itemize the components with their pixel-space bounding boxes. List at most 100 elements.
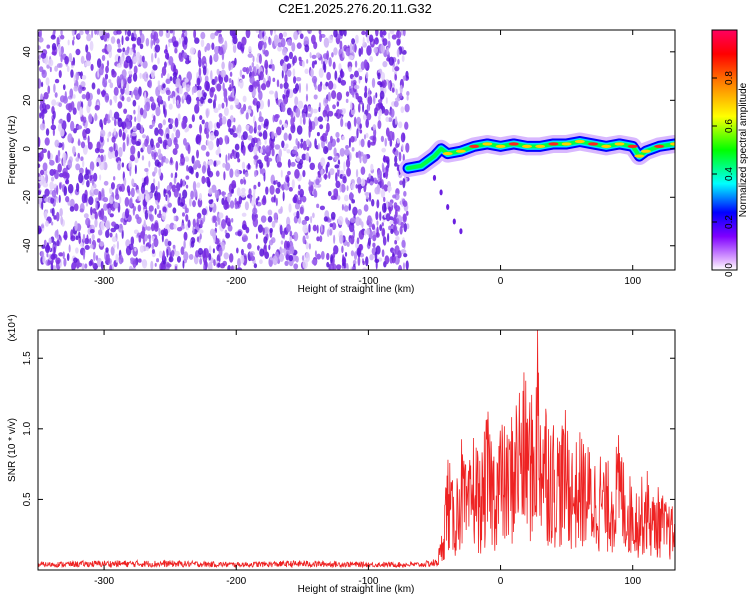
noise-speck — [49, 159, 55, 166]
noise-speck — [187, 219, 191, 229]
noise-speck — [301, 255, 305, 261]
noise-speck — [380, 179, 384, 190]
noise-speck — [109, 213, 114, 218]
noise-speck — [174, 47, 178, 54]
noise-speck — [79, 30, 84, 36]
noise-speck — [132, 72, 138, 82]
noise-speck — [286, 216, 291, 227]
signal-trace — [399, 132, 675, 235]
noise-speck — [176, 99, 180, 106]
noise-speck — [80, 55, 85, 65]
noise-speck — [208, 140, 214, 151]
noise-speck — [253, 184, 257, 190]
noise-speck — [67, 183, 74, 194]
noise-speck — [56, 240, 60, 247]
noise-speck — [268, 90, 274, 95]
noise-speck — [95, 202, 98, 211]
noise-speck — [383, 196, 386, 203]
noise-speck — [132, 207, 136, 216]
noise-speck — [173, 223, 177, 230]
noise-speck — [205, 132, 210, 139]
noise-speck — [333, 47, 338, 56]
noise-speck — [38, 176, 44, 181]
noise-speck — [358, 139, 362, 146]
noise-speck — [357, 248, 361, 258]
noise-speck — [142, 142, 145, 151]
noise-speck — [52, 110, 56, 120]
noise-speck — [72, 39, 75, 46]
noise-speck — [231, 218, 234, 223]
noise-speck — [244, 171, 249, 178]
noise-speck — [51, 43, 57, 51]
noise-speck — [321, 132, 327, 142]
noise-speck — [182, 52, 188, 59]
noise-speck — [214, 94, 217, 102]
noise-speck — [342, 258, 346, 263]
noise-speck — [180, 178, 183, 187]
noise-speck — [231, 179, 237, 189]
noise-speck — [328, 35, 334, 44]
noise-speck — [210, 32, 216, 40]
noise-speck — [365, 256, 369, 267]
noise-speck — [153, 115, 156, 122]
noise-speck — [379, 90, 385, 100]
noise-speck — [351, 147, 355, 152]
noise-speck — [224, 135, 229, 145]
noise-speck — [70, 101, 75, 111]
noise-speck — [224, 200, 227, 206]
noise-speck — [85, 60, 91, 67]
noise-speck — [335, 264, 342, 270]
noise-speck — [240, 248, 244, 256]
noise-speck — [96, 238, 101, 243]
noise-speck — [343, 30, 347, 37]
noise-speck — [85, 51, 92, 62]
noise-speck — [122, 47, 126, 53]
noise-speck — [172, 148, 178, 155]
noise-speck — [238, 131, 241, 139]
noise-speck — [247, 135, 253, 141]
noise-speck — [208, 120, 213, 131]
noise-speck — [175, 77, 181, 85]
noise-speck — [228, 127, 231, 133]
noise-speck — [200, 219, 203, 228]
noise-speck — [358, 229, 365, 240]
noise-speck — [362, 154, 368, 164]
noise-speck — [68, 244, 71, 253]
noise-speck — [183, 239, 186, 250]
noise-speck — [375, 211, 379, 221]
noise-speck — [279, 119, 283, 125]
noise-speck — [185, 184, 189, 189]
noise-speck — [345, 144, 350, 150]
noise-speck — [122, 141, 126, 152]
noise-speck — [57, 43, 61, 52]
noise-speck — [203, 264, 206, 270]
noise-speck — [382, 60, 388, 68]
noise-speck — [248, 65, 252, 73]
noise-speck — [307, 105, 312, 112]
noise-speck — [312, 108, 318, 114]
noise-speck — [389, 138, 393, 147]
noise-speck — [368, 173, 371, 180]
noise-speck — [114, 149, 119, 158]
noise-speck — [372, 135, 377, 144]
noise-speck — [39, 30, 43, 39]
noise-speck — [46, 245, 51, 251]
noise-speck — [97, 229, 103, 236]
noise-speck — [172, 30, 175, 37]
noise-speck — [373, 46, 378, 54]
noise-speck — [210, 70, 213, 81]
noise-speck — [38, 137, 41, 148]
noise-speck — [306, 146, 310, 151]
noise-speck — [207, 98, 213, 104]
noise-speck — [357, 208, 362, 216]
noise-speck — [242, 235, 249, 242]
noise-speck — [123, 108, 128, 114]
noise-speck — [392, 252, 395, 257]
noise-speck — [209, 228, 215, 237]
noise-speck — [174, 171, 178, 179]
noise-speck — [118, 185, 123, 192]
noise-speck — [306, 234, 309, 240]
noise-speck — [334, 70, 338, 81]
noise-speck — [128, 160, 133, 171]
noise-speck — [311, 60, 315, 69]
